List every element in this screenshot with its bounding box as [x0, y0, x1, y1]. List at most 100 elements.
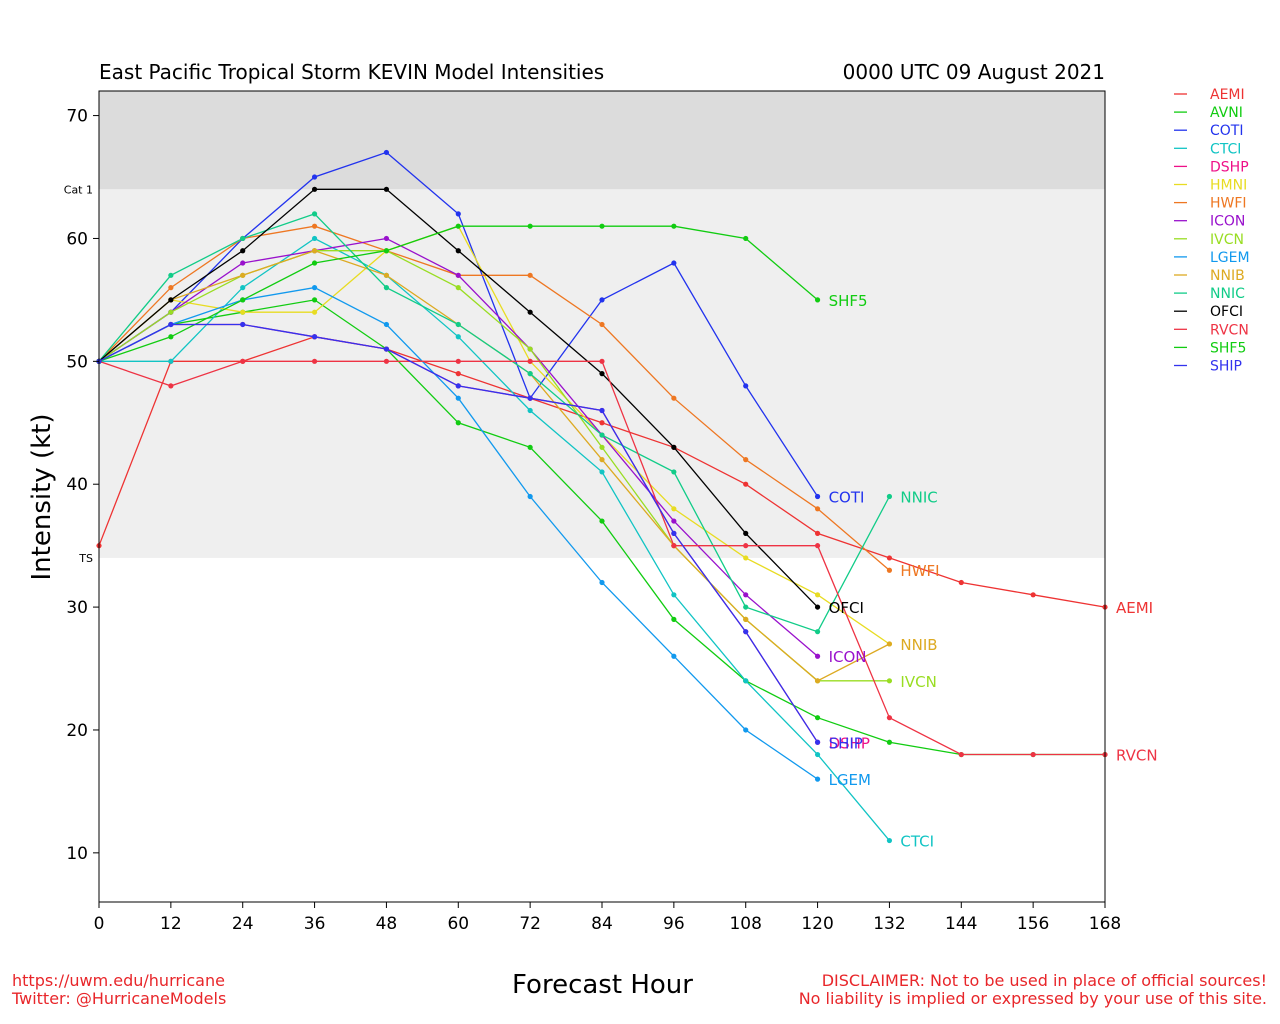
point-rvcn-60 [455, 358, 461, 364]
legend-label-ofci: OFCI [1210, 304, 1243, 320]
point-ofci-108 [743, 530, 749, 536]
point-ofci-36 [311, 186, 318, 192]
series-line-nnic [98, 213, 890, 633]
legend-label-ivcn: IVCN [1210, 232, 1244, 248]
x-tick-label-120: 120 [801, 914, 833, 934]
legend-label-hwfi: HWFI [1210, 196, 1247, 212]
point-rvcn-156 [1030, 751, 1036, 758]
point-rvcn-108 [743, 543, 749, 549]
series-line-hmni [98, 225, 890, 645]
point-coti-36 [311, 174, 318, 180]
band-cat-1 [99, 91, 1105, 190]
band-label-ts: TS [78, 552, 93, 565]
footer-left: https://uwm.edu/hurricane Twitter: @Hurr… [12, 972, 226, 1008]
point-shf5-108 [743, 235, 749, 242]
x-tick-label-144: 144 [945, 914, 977, 934]
point-ctci-84 [599, 469, 605, 475]
point-hwfi-72 [527, 272, 533, 278]
end-label-hwfi: HWFI [900, 562, 939, 580]
point-ivcn-60 [455, 285, 461, 291]
point-nnib-24 [240, 272, 246, 278]
disclaimer-line-1: DISCLAIMER: Not to be used in place of o… [821, 971, 1267, 990]
point-nnic-12 [168, 272, 174, 278]
point-rvcn-36 [311, 358, 318, 364]
chart-title: East Pacific Tropical Storm KEVIN Model … [99, 60, 604, 84]
point-nnib-36 [311, 248, 318, 254]
x-tick-label-96: 96 [663, 914, 685, 934]
point-rvcn-96 [671, 543, 677, 549]
x-tick-label-168: 168 [1089, 914, 1121, 934]
end-label-icon: ICON [829, 648, 867, 666]
point-hmni-36 [311, 309, 318, 315]
point-lgem-84 [599, 579, 605, 586]
point-coti-60 [455, 211, 461, 217]
point-lgem-96 [671, 653, 677, 659]
point-ctci-36 [311, 235, 318, 242]
footer-website[interactable]: https://uwm.edu/hurricane [12, 971, 225, 990]
point-icon-48 [383, 235, 390, 242]
y-tick-label-60: 60 [66, 229, 88, 249]
point-ofci-120 [814, 604, 821, 610]
x-tick-label-36: 36 [304, 914, 326, 934]
point-rvcn-132 [886, 715, 893, 721]
x-tick-label-84: 84 [591, 914, 613, 934]
point-coti-96 [671, 260, 677, 266]
point-ofci-48 [383, 186, 390, 192]
point-shf5-84 [599, 223, 605, 229]
disclaimer-line-2: No liability is implied or expressed by … [798, 989, 1267, 1008]
point-aemi-84 [599, 420, 605, 426]
end-label-lgem: LGEM [829, 771, 871, 789]
y-tick-label-40: 40 [66, 475, 88, 495]
point-icon-120 [814, 653, 821, 659]
point-nnib-84 [599, 457, 605, 463]
point-ship-72 [527, 395, 533, 401]
x-tick-label-60: 60 [447, 914, 469, 934]
point-nnic-72 [527, 371, 533, 377]
point-ctci-96 [671, 592, 677, 598]
point-rvcn-12 [168, 383, 174, 389]
point-ship-60 [455, 383, 461, 389]
point-avni-72 [527, 444, 533, 450]
legend-label-aemi: AEMI [1210, 87, 1245, 103]
point-ship-108 [743, 629, 749, 635]
point-ship-84 [599, 407, 605, 414]
legend-label-ctci: CTCI [1210, 141, 1241, 157]
point-icon-108 [743, 592, 749, 598]
point-rvcn-84 [599, 358, 605, 364]
x-tick-label-132: 132 [873, 914, 905, 934]
point-lgem-36 [311, 285, 318, 291]
point-hwfi-120 [814, 506, 821, 512]
point-ofci-72 [527, 309, 533, 315]
y-tick-label-70: 70 [66, 107, 88, 127]
point-hwfi-96 [671, 395, 677, 401]
series-layer [96, 149, 1108, 844]
x-axis-label: Forecast Hour [512, 970, 693, 1000]
point-ship-36 [311, 334, 318, 340]
point-rvcn-120 [814, 543, 821, 549]
point-hwfi-108 [743, 457, 749, 463]
point-ivcn-12 [168, 309, 174, 315]
x-tick-label-24: 24 [232, 914, 254, 934]
point-rvcn-24 [240, 358, 246, 364]
legend-label-rvcn: RVCN [1210, 322, 1249, 338]
point-nnic-96 [671, 469, 677, 475]
point-ctci-72 [527, 407, 533, 414]
legend-label-lgem: LGEM [1210, 250, 1250, 266]
point-icon-24 [240, 260, 246, 266]
point-rvcn-72 [527, 358, 533, 364]
end-label-rvcn: RVCN [1116, 747, 1158, 765]
axes: 0 12 24 36 48 60 72 84 96 108 120 132 144 156 168 10 20 3… [66, 107, 1121, 934]
point-coti-84 [599, 297, 605, 303]
band-label-cat-1: Cat 1 [64, 183, 93, 196]
point-hwfi-132 [886, 567, 893, 573]
series-nnic [96, 211, 893, 635]
point-nnic-24 [240, 235, 246, 242]
point-ofci-24 [240, 248, 246, 254]
point-nnic-60 [455, 321, 461, 328]
x-tick-label-156: 156 [1017, 914, 1049, 934]
end-label-ship: SHIP [829, 734, 863, 752]
legend-label-dshp: DSHP [1210, 159, 1249, 175]
point-ofci-84 [599, 371, 605, 377]
point-ctci-108 [743, 678, 749, 684]
point-hwfi-12 [168, 285, 174, 291]
